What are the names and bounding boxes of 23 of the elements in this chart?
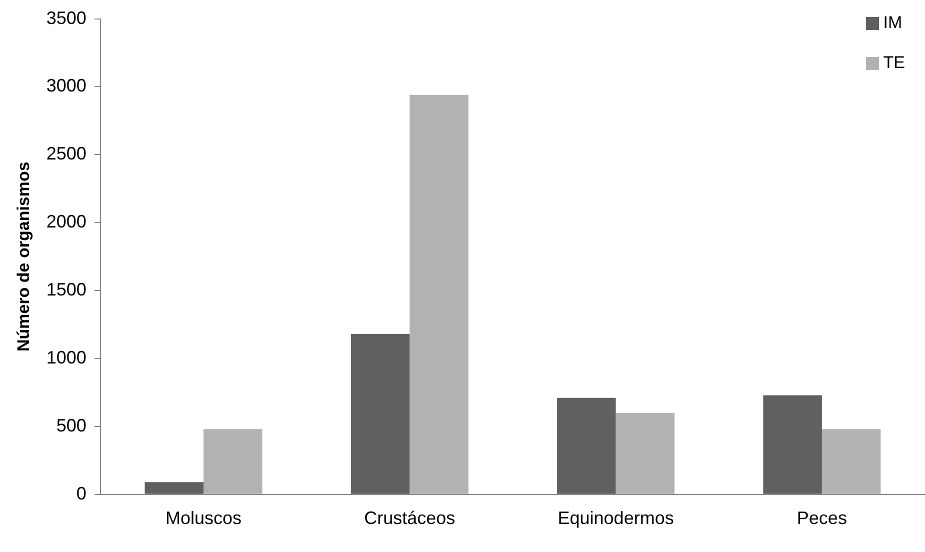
x-tick-label: Equinodermos <box>558 508 674 528</box>
y-tick-label: 3000 <box>46 76 86 96</box>
y-tick-label: 500 <box>56 415 86 436</box>
x-tick-label: Crustáceos <box>364 508 456 528</box>
bar <box>616 412 675 494</box>
bar <box>822 429 881 494</box>
y-tick-label: 0 <box>76 483 86 504</box>
bar <box>144 482 204 494</box>
legend-label: TE <box>883 53 905 73</box>
bar <box>763 395 822 494</box>
y-tick-label: 1000 <box>46 347 86 368</box>
y-tick-label: 2500 <box>46 144 86 164</box>
legend-label: IM <box>883 13 902 33</box>
x-tick-label: Peces <box>796 508 847 528</box>
x-tick-label: Moluscos <box>165 508 242 528</box>
bar <box>557 398 616 494</box>
y-tick-label: 3500 <box>46 8 86 28</box>
y-axis-title: Número de organismos <box>14 162 33 352</box>
bar <box>410 94 468 494</box>
y-tick-label: 1500 <box>46 280 86 300</box>
y-tick-label: 2000 <box>46 212 86 232</box>
bar <box>350 334 410 494</box>
bar <box>204 429 262 494</box>
